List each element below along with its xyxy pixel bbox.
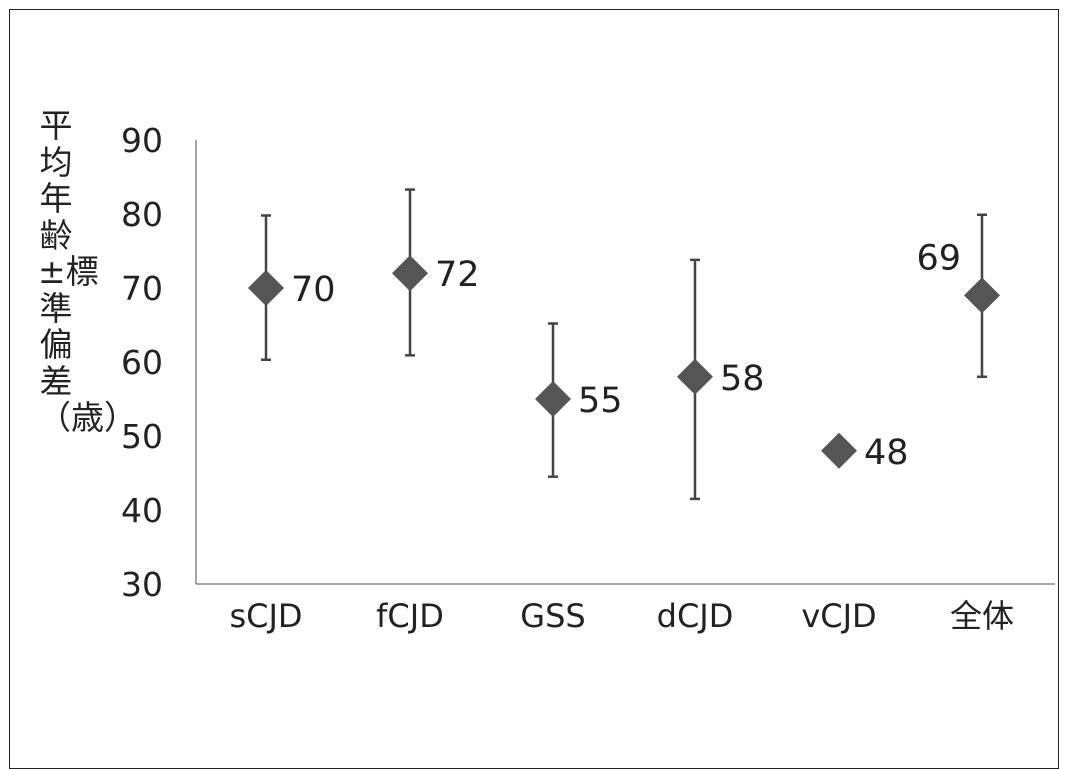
y-tick-label: 90 [121,121,163,160]
data-label: 55 [578,381,623,421]
data-point-marker [821,432,857,469]
x-tick-label: sCJD [229,597,302,635]
data-point-marker [677,358,713,395]
data-point-marker [248,270,284,306]
chart-frame [9,9,1059,769]
data-point-marker [535,381,571,417]
x-tick-label: 全体 [950,597,1014,635]
y-tick-label: 50 [121,417,163,456]
y-tick-label: 30 [121,565,163,604]
y-tick-label: 70 [121,269,163,308]
y-tick-label: 80 [121,195,163,234]
data-label: 72 [435,255,480,295]
data-point-marker [392,255,428,292]
x-tick-label: dCJD [657,597,734,635]
x-tick-label: fCJD [376,597,444,635]
y-tick-label: 40 [121,491,163,530]
data-label: 69 [916,238,961,278]
data-label: 58 [720,359,765,399]
data-point-marker [964,277,1000,314]
y-tick-label: 60 [121,343,163,382]
data-label: 70 [291,270,336,310]
data-label: 48 [864,433,909,473]
x-tick-label: GSS [520,597,585,635]
x-tick-label: vCJD [801,597,876,635]
